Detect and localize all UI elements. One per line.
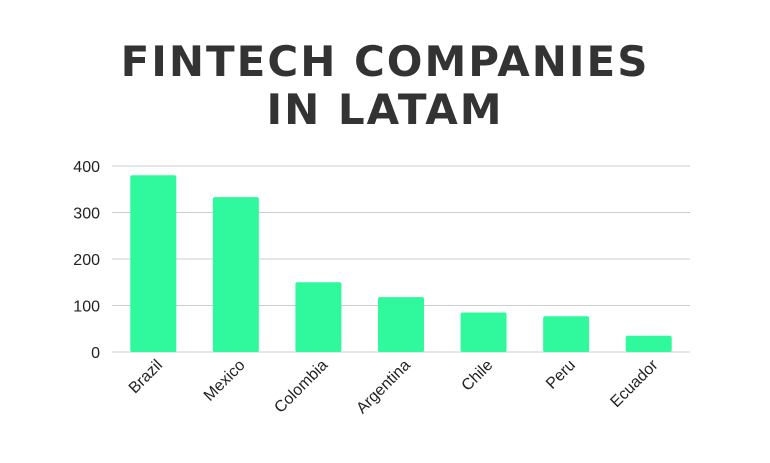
x-category-label-argentina: Argentina (353, 357, 414, 418)
bar-brazil (130, 175, 177, 352)
chart-title-line-2: IN LATAM (266, 85, 504, 134)
x-category-label-mexico: Mexico (201, 357, 249, 405)
bar-colombia (295, 282, 342, 352)
bar-chile (460, 312, 507, 352)
y-axis-tick-labels: 0 100 200 300 400 (73, 159, 100, 362)
x-category-label-brazil: Brazil (126, 357, 166, 397)
chart-title-line-1: FINTECH COMPANIES (120, 37, 650, 86)
bar-mexico (212, 197, 259, 352)
x-category-label-colombia: Colombia (271, 357, 331, 417)
y-tick-label: 400 (73, 159, 100, 176)
x-category-label-peru: Peru (543, 357, 579, 393)
chart-title: FINTECH COMPANIES IN LATAM (0, 38, 770, 134)
x-category-label-chile: Chile (459, 357, 497, 395)
y-tick-label: 100 (73, 299, 100, 316)
y-tick-label: 300 (73, 206, 100, 223)
x-axis-category-labels: Brazil Mexico Colombia Argentina Chile Peru Ec… (126, 356, 662, 417)
y-tick-label: 200 (73, 252, 100, 269)
bars (130, 175, 672, 352)
bar-ecuador (625, 335, 672, 352)
y-tick-label: 0 (91, 345, 100, 362)
bar-argentina (378, 297, 424, 352)
x-category-label-ecuador: Ecuador (607, 356, 662, 411)
bar-peru (543, 316, 590, 352)
